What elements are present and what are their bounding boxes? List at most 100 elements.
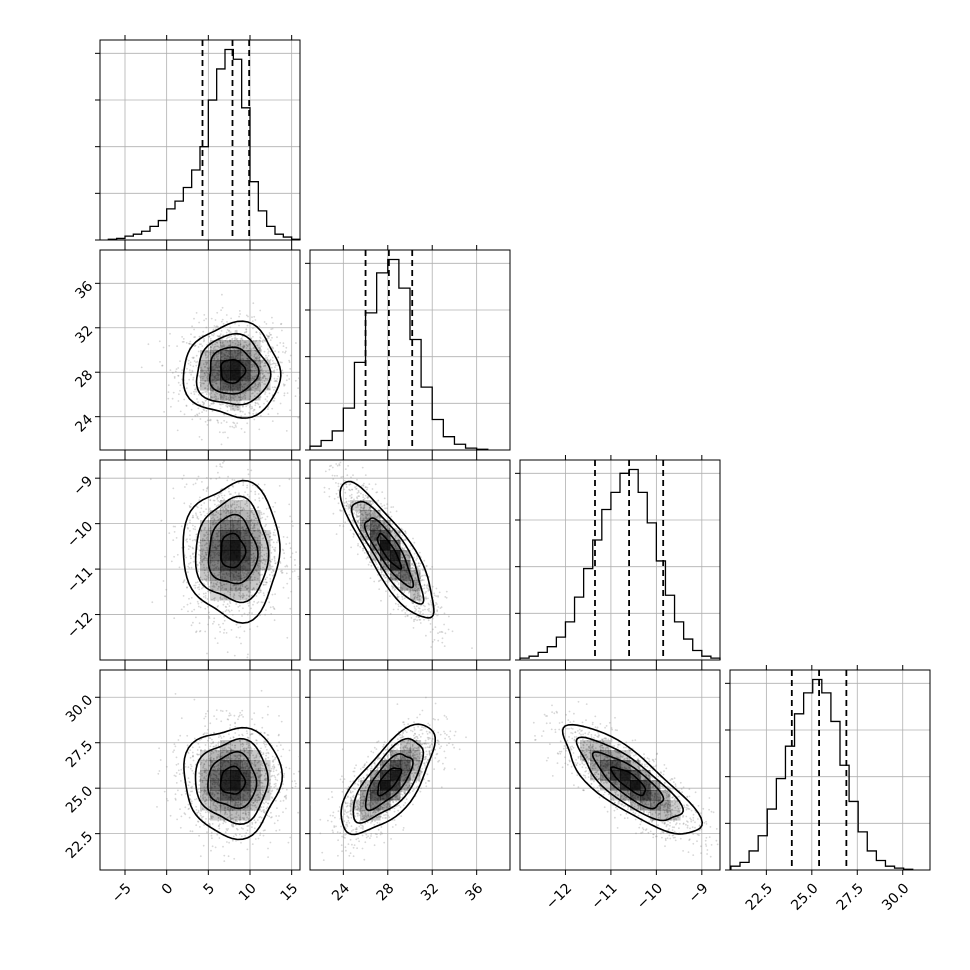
sample-point (274, 366, 276, 369)
sample-point (258, 535, 260, 537)
sample-point (214, 343, 217, 346)
sample-point (215, 398, 218, 401)
sample-point (269, 532, 272, 534)
sample-point (208, 367, 210, 370)
histogram-panel-1 (305, 245, 511, 455)
sample-point (428, 603, 430, 606)
sample-point (195, 514, 198, 516)
sample-point (196, 360, 199, 363)
sample-point (382, 522, 385, 525)
sample-point (375, 491, 378, 494)
sample-point (252, 340, 255, 343)
sample-point (359, 526, 362, 529)
sample-point (236, 497, 238, 499)
sample-point (253, 544, 255, 546)
sample-point (202, 403, 205, 406)
sample-point (348, 483, 351, 486)
sample-point (178, 393, 180, 396)
sample-point (438, 591, 441, 594)
sample-point (220, 338, 223, 341)
sample-point (228, 399, 231, 401)
sample-point (336, 464, 339, 467)
sample-point (174, 370, 177, 373)
sample-point (251, 548, 254, 551)
sample-point (262, 559, 265, 561)
sample-point (429, 623, 432, 625)
sample-point (392, 608, 395, 611)
sample-point (419, 622, 422, 624)
sample-point (435, 595, 438, 598)
sample-point (187, 359, 190, 362)
sample-point (250, 392, 253, 395)
sample-point (413, 610, 416, 613)
sample-point (371, 545, 374, 548)
sample-point (225, 421, 228, 424)
sample-point (211, 381, 214, 384)
sample-point (225, 511, 228, 513)
sample-point (253, 518, 256, 521)
sample-point (255, 595, 258, 597)
sample-point (218, 431, 221, 434)
sample-point (239, 410, 242, 413)
sample-point (220, 422, 223, 424)
sample-point (191, 546, 194, 549)
sample-point (234, 516, 236, 519)
sample-point (206, 542, 209, 545)
sample-point (378, 549, 381, 551)
sample-point (193, 608, 196, 611)
sample-point (203, 339, 206, 342)
sample-point (380, 599, 382, 602)
sample-point (389, 612, 392, 615)
sample-point (191, 610, 193, 613)
sample-point (188, 563, 190, 565)
density-cell (220, 540, 231, 551)
sample-point (201, 558, 204, 561)
sample-point (289, 368, 292, 370)
density-cell (240, 370, 251, 381)
sample-point (271, 574, 274, 577)
sample-point (217, 352, 220, 354)
sample-point (225, 331, 228, 334)
sample-point (194, 482, 197, 485)
sample-point (192, 621, 194, 624)
sample-point (287, 597, 290, 599)
sample-point (370, 503, 372, 506)
sample-point (274, 534, 276, 537)
sample-point (215, 380, 217, 383)
sample-point (412, 602, 415, 605)
sample-point (239, 625, 242, 628)
sample-point (232, 595, 235, 598)
sample-point (216, 341, 219, 344)
sample-point (292, 525, 294, 527)
sample-point (269, 535, 272, 538)
sample-point (210, 517, 213, 520)
sample-point (254, 536, 257, 539)
sample-point (414, 573, 417, 575)
sample-point (391, 587, 394, 590)
sample-point (235, 329, 238, 332)
sample-point (361, 525, 364, 528)
sample-point (202, 564, 205, 566)
sample-point (221, 293, 223, 296)
sample-point (217, 494, 220, 497)
sample-point (210, 351, 212, 354)
sample-point (367, 556, 370, 559)
sample-point (371, 512, 374, 515)
density-cell (200, 540, 211, 551)
sample-point (397, 605, 400, 608)
sample-point (345, 483, 348, 486)
sample-point (216, 516, 219, 518)
sample-point (219, 597, 222, 599)
sample-point (227, 506, 230, 508)
sample-point (387, 560, 389, 563)
sample-point (358, 515, 360, 518)
sample-point (253, 353, 256, 356)
sample-point (396, 574, 399, 577)
sample-point (207, 574, 210, 576)
sample-point (412, 568, 415, 570)
sample-point (339, 461, 342, 464)
sample-point (417, 607, 420, 609)
sample-point (254, 367, 257, 370)
sample-point (353, 512, 355, 514)
sample-point (422, 568, 425, 571)
